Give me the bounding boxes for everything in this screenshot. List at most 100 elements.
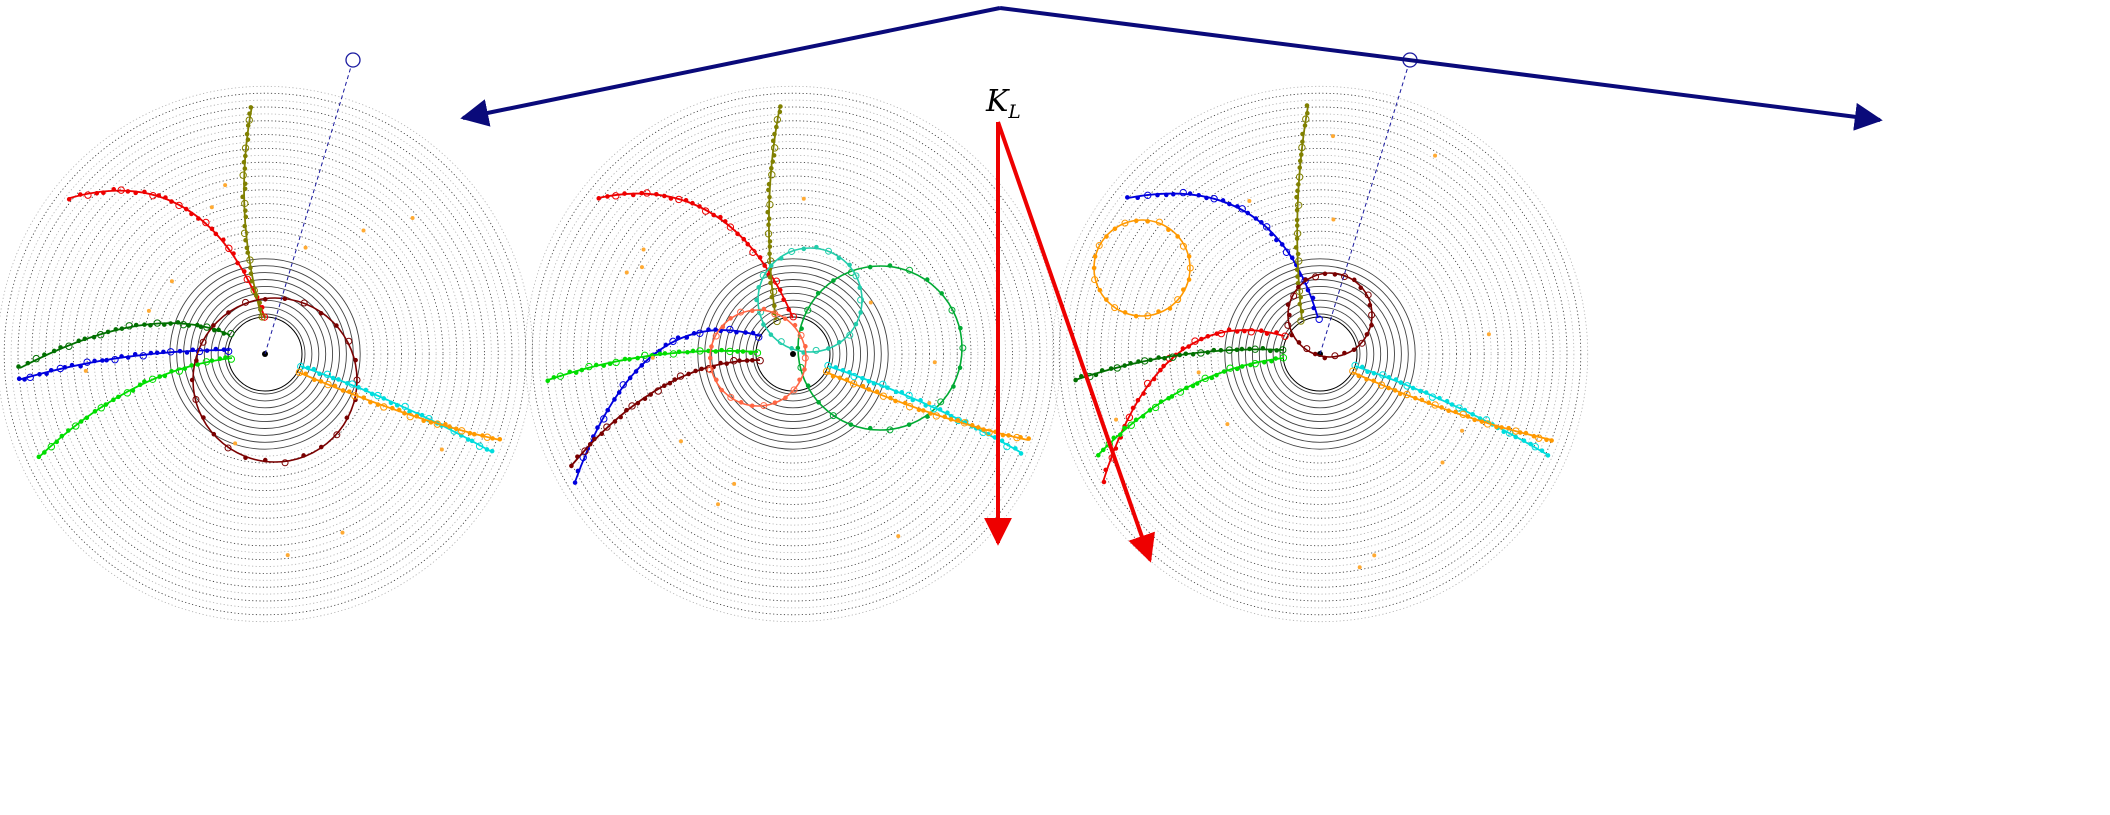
hit [771,153,777,158]
hit [1296,340,1302,345]
hit [162,373,168,379]
hit [1166,395,1171,401]
hit [726,325,734,334]
hit [1113,364,1121,372]
hit [728,315,733,321]
hit [175,367,184,375]
hit [246,256,254,264]
hit [1220,198,1226,203]
detector-ring [1127,161,1513,547]
hit [605,194,610,199]
hit [1187,191,1193,196]
hit [1186,277,1192,282]
hit [592,436,597,442]
hit [848,422,854,427]
detector-ring [593,154,993,554]
hit [1175,234,1180,239]
hit [262,457,268,463]
hit [1296,182,1301,187]
hit [125,189,131,194]
hit [257,300,262,306]
noise-hit [624,270,629,275]
hit [457,427,466,435]
hit [303,371,308,377]
hit [83,358,91,366]
hit [132,351,138,357]
hit [1225,346,1234,354]
hit [401,402,409,411]
hit [803,344,808,349]
hit [622,191,627,196]
detector-rings [0,85,534,623]
hit [1125,413,1134,422]
detector-rings [1051,85,1589,623]
hit [867,425,873,431]
hit [1191,337,1199,345]
detector-ring [86,175,444,533]
hit [551,375,557,380]
hit [840,367,846,373]
detector-ring [1134,168,1506,540]
hit [199,338,207,346]
hit [353,357,358,363]
hit [1369,322,1374,328]
hit [945,410,950,416]
detector-ring [107,196,423,512]
hit [1184,385,1189,391]
hit [1097,287,1103,293]
hit [239,171,247,179]
noise-hit [285,553,290,558]
hit [795,345,801,351]
hit [737,308,745,316]
hit [123,389,132,397]
hit [209,358,215,363]
hit [1300,139,1305,145]
detector-ring [552,113,1034,595]
hit [1289,332,1295,338]
hit [902,400,908,406]
hit [852,272,860,280]
hit [226,310,231,315]
hit [25,360,31,366]
detector-ring [114,203,416,505]
hit [1133,218,1139,224]
detector-ring [697,258,889,450]
hit [240,229,249,237]
hit [595,425,600,430]
detector-ring [17,106,513,602]
hit [749,403,755,409]
hit [1342,350,1347,356]
hit [241,144,250,152]
hit [705,365,713,373]
hit [345,337,353,345]
hit [245,116,253,124]
detector-ring [1093,127,1547,581]
hit [801,246,807,252]
hit [772,131,777,137]
hit [581,447,589,455]
hit [691,331,697,336]
hit [1351,277,1357,283]
hit [814,244,819,250]
hit [642,396,648,402]
hit [654,387,662,395]
hit [1211,347,1217,353]
detector-ring [621,182,965,526]
hit [601,363,607,368]
tracks [16,105,503,558]
hit [1111,435,1117,441]
hit [1295,257,1303,265]
hit [850,372,858,381]
hit [697,204,702,209]
hit [44,371,49,377]
hit [575,468,581,474]
hit [887,263,893,268]
hit [905,391,913,400]
detector-ring [1169,203,1471,505]
hit [1166,227,1171,233]
hit [1523,430,1529,436]
hit [672,377,678,382]
hit [749,357,755,363]
hit [768,171,776,179]
hit [340,388,346,393]
